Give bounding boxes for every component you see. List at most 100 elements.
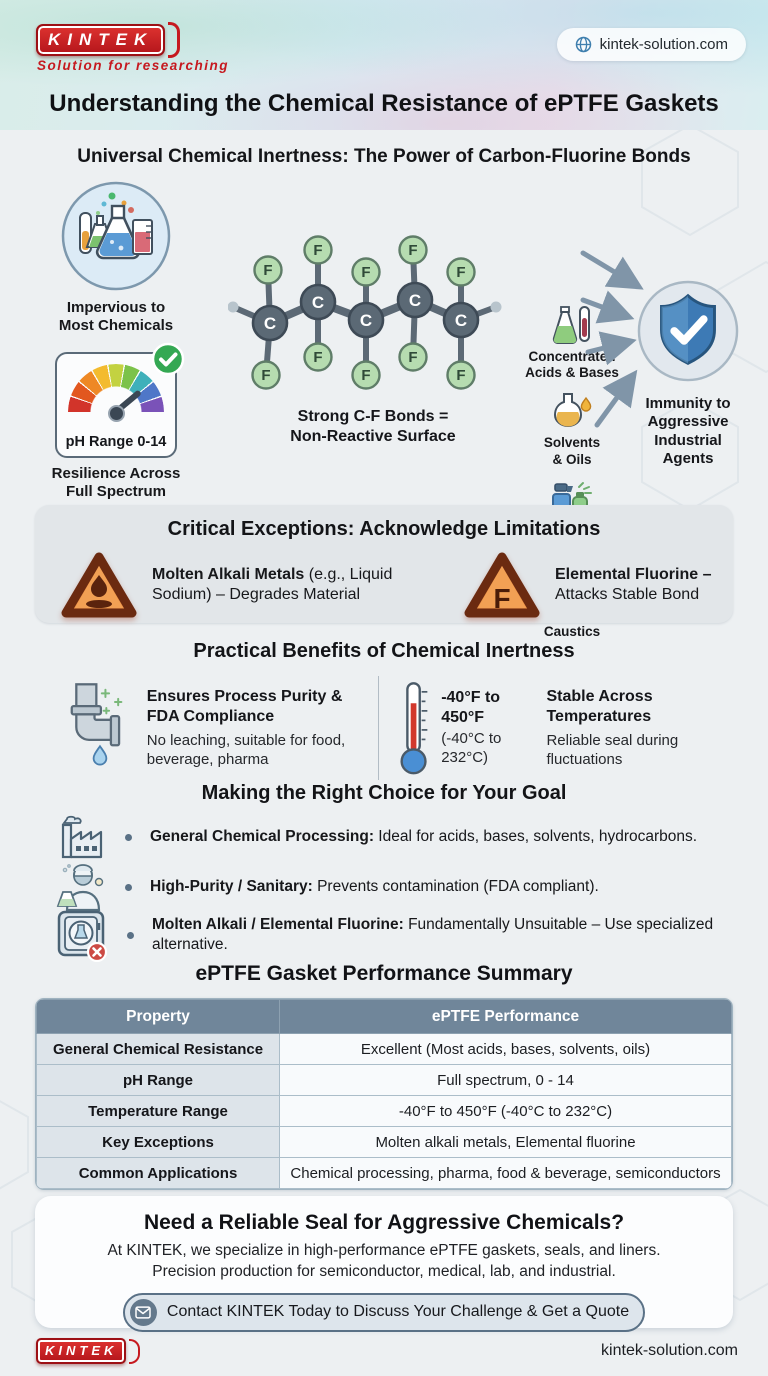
purity-title: Ensures Process Purity & FDA Compliance [146,687,343,725]
table-heading: ePTFE Gasket Performance Summary [195,962,573,985]
logo-tagline: Solution for researching [37,58,230,73]
footer-website: kintek-solution.com [601,1342,738,1359]
bullet-dot [125,883,132,891]
kintek-logo-paren [129,1338,141,1364]
kintek-logo-text: KINTEK [48,30,154,49]
choice-general-processing: General Chemical Processing: Ideal for a… [55,814,750,860]
left-icon-column: Impervious to Most Chemicals pH Range 0-… [40,180,192,501]
table-row: Key Exceptions Molten alkali metals, Ele… [36,1126,732,1158]
svg-text:C: C [264,314,276,333]
table-row: pH Range Full spectrum, 0 - 14 [36,1064,732,1096]
value-cell: Full spectrum, 0 - 14 [279,1064,732,1096]
header: KINTEK Solution for researching kintek-s… [0,0,768,130]
choice-bold: Molten Alkali / Elemental Fluorine: [152,915,404,933]
table-header-row: Property ePTFE Performance [36,999,732,1034]
website-text: kintek-solution.com [599,36,728,53]
cta-line-1: At KINTEK, we specialize in high-perform… [107,1242,661,1259]
footer: KINTEK kintek-solution.com [0,1334,768,1376]
page-title: Understanding the Chemical Resistance of… [49,90,719,117]
vertical-divider [377,676,380,780]
envelope-icon [129,1298,157,1326]
svg-text:C: C [455,311,467,330]
svg-text:C: C [409,291,421,310]
choice-rest: Prevents contamination (FDA compliant). [312,877,599,895]
temp-range-c: (-40°C to 232°C) [441,730,502,766]
stability-desc: Reliable seal during fluctuations [546,731,679,768]
section-critical-exceptions: Critical Exceptions: Acknowledge Limitat… [35,505,733,623]
exception-molten-alkali: Molten Alkali Metals (e.g., Liquid Sodiu… [59,549,420,621]
cta-line-2: Precision production for semiconductor, … [152,1262,616,1280]
kintek-logo-box: KINTEK [36,1338,127,1364]
exception-bold: Molten Alkali Metals [152,565,305,583]
cta-heading: Need a Reliable Seal for Aggressive Chem… [143,1211,625,1234]
temperature-range: -40°F to 450°F (-40°C to 232°C) [441,688,534,768]
check-badge-icon [151,342,185,375]
agent-solvents-oils: Solvents & Oils [544,392,600,467]
exception-rest: Attacks Stable Bond [555,586,700,603]
flammable-warning-triangle-icon [61,552,137,618]
choice-high-purity: High-Purity / Sanitary: Prevents contami… [55,862,750,912]
molecule-caption: Strong C-F Bonds = Non-Reactive Surface [290,408,456,445]
ph-range-label: pH Range 0-14 [65,433,167,450]
flask-testtube-icon [552,306,590,344]
scientist-icon [56,864,104,912]
performance-table: Property ePTFE Performance General Chemi… [35,998,733,1190]
kintek-logo-paren [168,22,181,58]
kintek-logo: KINTEK [36,22,181,58]
temp-range-f: -40°F to 450°F [441,689,501,727]
column-header-performance: ePTFE Performance [279,999,732,1034]
purity-desc: No leaching, suitable for food, beverage… [146,731,346,768]
section-heading: Making the Right Choice for Your Goal [201,782,567,804]
svg-text:F: F [456,367,465,384]
stability-title: Stable Across Temperatures [546,687,653,725]
immunity-block: Immunity to Aggressive Industrial Agents [634,280,742,468]
property-cell: Key Exceptions [36,1126,280,1158]
svg-text:F: F [408,242,417,259]
property-cell: pH Range [36,1064,280,1096]
exception-rest: (e.g., Liquid Sodium) – Degrades Materia… [152,565,393,603]
bullet-dot [127,931,134,939]
pipe-purity-icon [70,683,123,766]
bullet-dot [125,833,132,841]
svg-text:F: F [408,349,417,366]
cf-molecule-icon: F F F F F F F F F F C C C [227,235,502,390]
kintek-footer-logo: KINTEK [36,1338,141,1364]
value-cell: -40°F to 450°F (-40°C to 232°C) [279,1095,732,1127]
restricted-safe-icon [57,910,108,962]
value-cell: Excellent (Most acids, bases, solvents, … [279,1033,732,1065]
section-chemical-inertness: Universal Chemical Inertness: The Power … [0,130,768,639]
value-cell: Chemical processing, pharma, food & beve… [279,1157,732,1189]
choice-unsuitable: Molten Alkali / Elemental Fluorine: Fund… [55,908,752,962]
section-heading: Universal Chemical Inertness: The Power … [77,146,691,167]
choice-bold: High-Purity / Sanitary: [150,877,313,895]
website-pill[interactable]: kintek-solution.com [556,28,746,61]
exception-bold: Elemental Fluorine – [555,565,712,583]
svg-text:F: F [313,349,322,366]
impervious-caption: Impervious to Most Chemicals [58,299,174,335]
svg-text:F: F [456,264,465,281]
resilience-caption: Resilience Across Full Spectrum [51,464,181,500]
immunity-caption: Immunity to Aggressive Industrial Agents [645,395,731,467]
ph-gauge-hub [108,404,125,422]
svg-text:F: F [261,367,270,384]
agent-acids-bases: Concentrated Acids & Bases [525,306,619,381]
section-performance-summary: ePTFE Gasket Performance Summary Propert… [0,962,768,1190]
table-row: Temperature Range -40°F to 450°F (-40°C … [36,1095,732,1127]
bottle-drop-icon [553,393,592,428]
section-practical-benefits: Practical Benefits of Chemical Inertness… [0,638,768,780]
svg-text:C: C [360,311,372,330]
choice-bold: General Chemical Processing: [150,827,374,845]
purity-benefit: Ensures Process Purity & FDA Compliance … [147,687,364,770]
value-cell: Molten alkali metals, Elemental fluorine [279,1126,732,1158]
property-cell: Temperature Range [36,1095,280,1127]
property-cell: General Chemical Resistance [36,1033,280,1065]
contact-button[interactable]: Contact KINTEK Today to Discuss Your Cha… [122,1292,646,1332]
globe-icon [575,36,591,53]
shield-check-icon [637,280,739,382]
svg-text:F: F [361,264,370,281]
factory-icon [61,815,103,859]
molecule-diagram: F F F F F F F F F F C C C [227,234,518,447]
svg-text:C: C [312,293,324,312]
thermometer-icon [400,682,428,775]
